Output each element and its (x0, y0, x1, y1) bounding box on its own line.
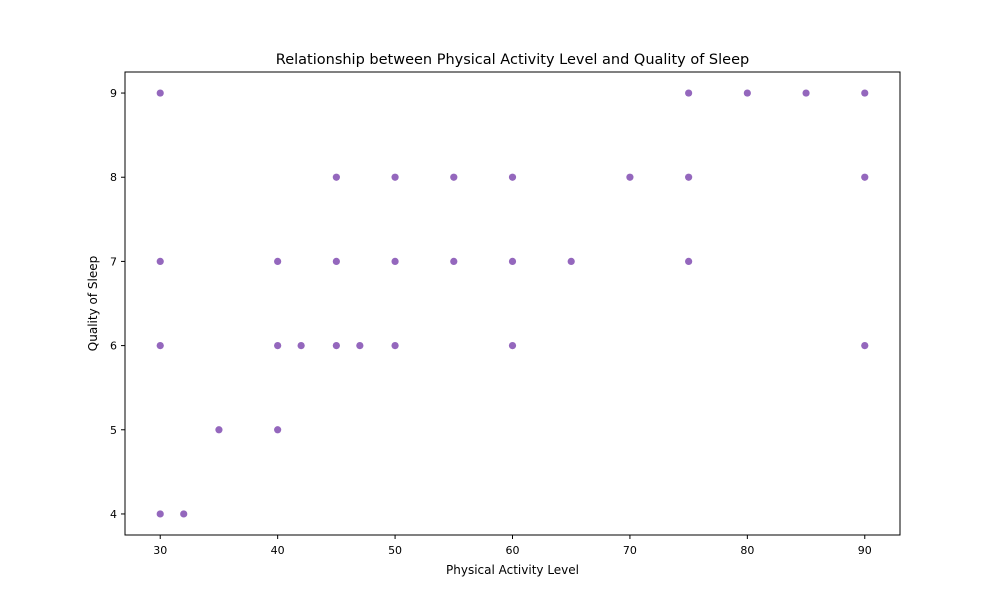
scatter-point (626, 173, 634, 181)
scatter-point (450, 257, 458, 266)
scatter-point (802, 89, 810, 97)
plot-area-frame (124, 71, 901, 536)
scatter-point (861, 173, 869, 181)
scatter-point (391, 341, 399, 350)
scatter-point (567, 257, 575, 266)
scatter-point (297, 341, 305, 350)
scatter-point (391, 173, 399, 181)
y-tick-label: 5 (110, 424, 117, 437)
scatter-point (685, 257, 693, 266)
scatter-point (332, 341, 340, 350)
y-tick-label: 8 (110, 171, 117, 184)
y-tick-label: 7 (110, 255, 117, 268)
scatter-point (332, 257, 340, 266)
data-points (156, 89, 869, 518)
scatter-point (743, 89, 751, 97)
y-tick-label: 9 (110, 87, 117, 100)
scatter-point (274, 341, 282, 350)
chart-title: Relationship between Physical Activity L… (276, 52, 749, 68)
scatter-point (180, 510, 188, 518)
scatter-point (508, 173, 517, 181)
scatter-point (861, 89, 869, 97)
scatter-point (156, 89, 164, 97)
scatter-point (685, 89, 693, 97)
scatter-point (156, 257, 164, 266)
x-axis-label: Physical Activity Level (446, 563, 579, 577)
scatter-point (508, 257, 517, 266)
x-tick-label: 80 (740, 544, 754, 557)
scatter-point (215, 426, 223, 434)
scatter-point (274, 426, 282, 434)
x-axis-ticks: 30 40 50 60 70 80 90 (153, 535, 872, 557)
y-tick-label: 4 (110, 508, 117, 521)
x-tick-label: 30 (153, 544, 167, 557)
y-axis-label: Quality of Sleep (86, 256, 100, 351)
scatter-point (861, 341, 869, 350)
y-axis-ticks: 4 5 6 7 8 9 (110, 87, 125, 521)
x-tick-label: 40 (271, 544, 285, 557)
scatter-point (156, 341, 164, 350)
scatter-point (156, 510, 164, 518)
x-tick-label: 90 (858, 544, 872, 557)
x-tick-label: 60 (506, 544, 520, 557)
scatter-point (356, 341, 364, 350)
x-tick-label: 70 (623, 544, 637, 557)
scatter-point (391, 257, 399, 266)
scatter-point (274, 257, 282, 266)
scatter-point (508, 341, 517, 350)
scatter-point (332, 173, 340, 181)
y-tick-label: 6 (110, 340, 117, 353)
x-tick-label: 50 (388, 544, 402, 557)
scatter-point (450, 173, 458, 181)
scatter-point (685, 173, 693, 181)
